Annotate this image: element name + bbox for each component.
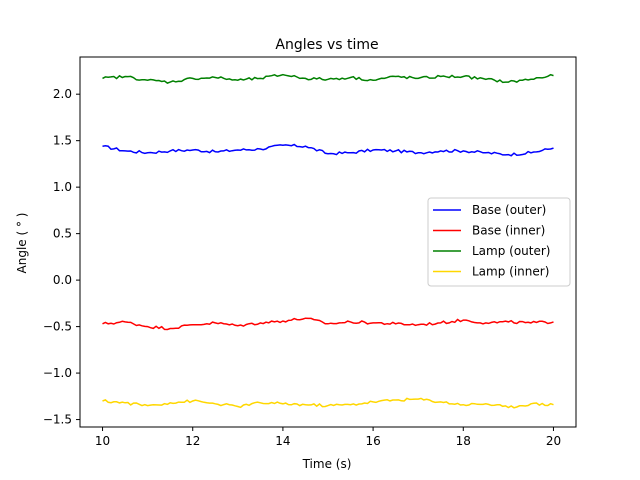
x-axis-ticks: 10 12 14 16 18 20 bbox=[95, 427, 561, 448]
y-axis-ticks: −1.5 −1.0 −0.5 0.0 0.5 1.0 1.5 2.0 bbox=[43, 87, 80, 427]
y-tick-label: −1.0 bbox=[43, 366, 72, 380]
y-tick-label: −1.5 bbox=[43, 413, 72, 427]
legend-label-0: Base (outer) bbox=[472, 203, 546, 217]
x-tick-label: 10 bbox=[95, 434, 110, 448]
x-tick-label: 18 bbox=[456, 434, 471, 448]
series-line-3 bbox=[102, 397, 554, 409]
y-axis-label: Angle ( ° ) bbox=[15, 213, 29, 274]
x-axis-label: Time (s) bbox=[302, 457, 352, 471]
series-line-1 bbox=[102, 317, 554, 331]
chart-title: Angles vs time bbox=[275, 37, 378, 53]
series-lines bbox=[102, 73, 554, 409]
legend-label-1: Base (inner) bbox=[472, 224, 545, 238]
y-tick-label: −0.5 bbox=[43, 320, 72, 334]
x-tick-label: 14 bbox=[275, 434, 290, 448]
y-tick-label: 0.0 bbox=[53, 273, 72, 287]
plot-frame bbox=[79, 56, 577, 428]
legend-box bbox=[427, 197, 571, 287]
y-tick-label: 2.0 bbox=[53, 87, 72, 101]
legend-label-3: Lamp (inner) bbox=[472, 265, 549, 279]
y-tick-label: 1.0 bbox=[53, 180, 72, 194]
y-tick-label: 1.5 bbox=[53, 134, 72, 148]
series-line-0 bbox=[102, 143, 554, 157]
x-tick-label: 12 bbox=[185, 434, 200, 448]
x-tick-label: 16 bbox=[365, 434, 380, 448]
legend-label-2: Lamp (outer) bbox=[472, 244, 551, 258]
x-tick-label: 20 bbox=[546, 434, 561, 448]
y-tick-label: 0.5 bbox=[53, 227, 72, 241]
legend: Base (outer) Base (inner) Lamp (outer) Lamp… bbox=[427, 197, 571, 287]
series-line-2 bbox=[102, 73, 554, 84]
